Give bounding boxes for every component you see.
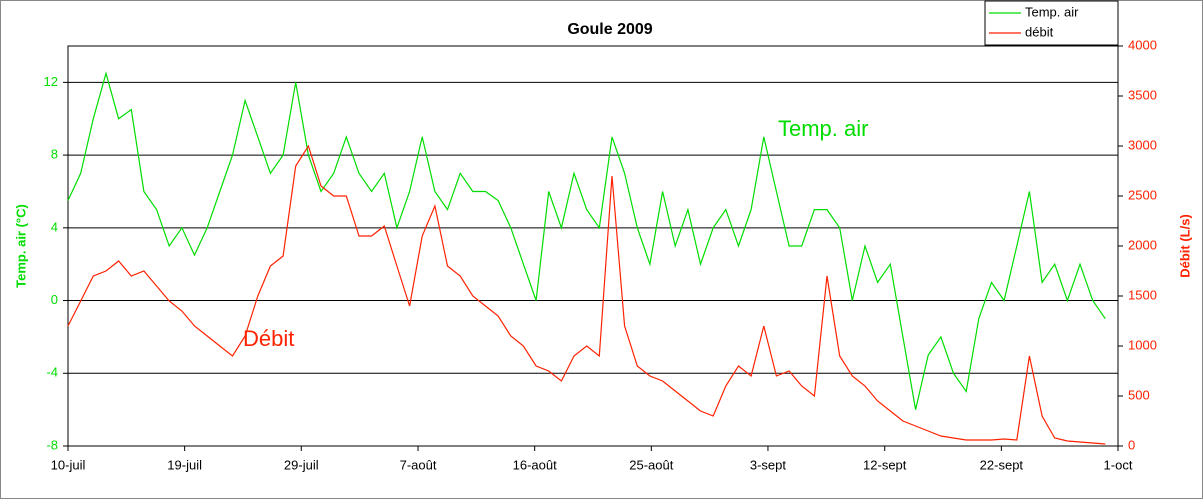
y2-tick-label: 1500 (1128, 287, 1157, 302)
x-tick-label: 19-juil (167, 457, 202, 472)
chart-title: Goule 2009 (567, 21, 652, 38)
y2-tick-label: 500 (1128, 387, 1150, 402)
y2-tick-label: 0 (1128, 437, 1135, 452)
y2-tick-label: 3000 (1128, 137, 1157, 152)
y2-tick-label: 3500 (1128, 87, 1157, 102)
legend (984, 0, 1119, 46)
y-tick-label: 8 (51, 147, 58, 162)
y-tick-label: -4 (46, 365, 58, 380)
y-tick-label: 4 (51, 219, 58, 234)
x-tick-label: 25-août (629, 457, 673, 472)
x-tick-label: 7-août (400, 457, 437, 472)
series-line (67, 71, 1106, 410)
y2-tick-label: 1000 (1128, 337, 1157, 352)
annotation: Temp. air (778, 116, 868, 141)
y-tick-label: 0 (51, 292, 58, 307)
y2-tick-label: 4000 (1128, 37, 1157, 52)
legend-label: débit (1025, 24, 1054, 39)
y-tick-label: 12 (44, 74, 58, 89)
y2-tick-label: 2000 (1128, 237, 1157, 252)
x-tick-label: 12-sept (863, 457, 907, 472)
y2-axis-title: Débit (L/s) (1177, 214, 1192, 278)
x-tick-label: 22-sept (980, 457, 1024, 472)
x-tick-label: 1-oct (1104, 457, 1133, 472)
x-tick-label: 16-août (513, 457, 557, 472)
x-tick-label: 3-sept (750, 457, 787, 472)
x-tick-label: 10-juil (51, 457, 86, 472)
y-axis-title: Temp. air (°C) (13, 204, 28, 288)
annotation: Débit (243, 326, 294, 351)
series-line (67, 144, 1106, 445)
y-tick-label: -8 (46, 437, 58, 452)
x-tick-label: 29-juil (284, 457, 319, 472)
y2-tick-label: 2500 (1128, 187, 1157, 202)
legend-label: Temp. air (1025, 4, 1079, 19)
